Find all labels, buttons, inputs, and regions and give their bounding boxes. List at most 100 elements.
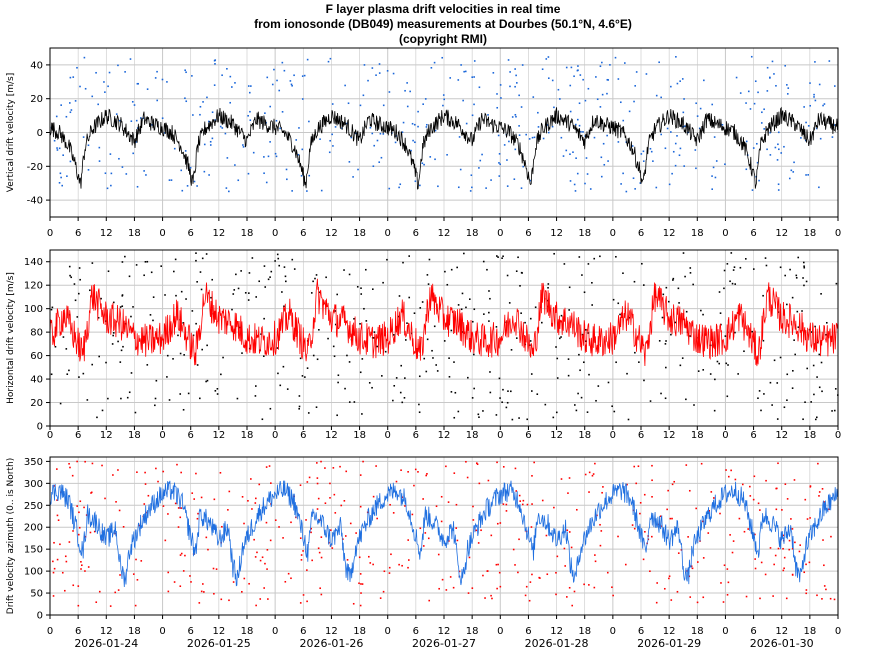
data-point [502, 503, 505, 505]
data-point [229, 101, 232, 104]
data-point [182, 322, 185, 324]
data-point [84, 460, 86, 463]
data-point [677, 552, 680, 554]
data-point [569, 110, 572, 113]
data-point [320, 593, 323, 596]
data-point [133, 104, 136, 106]
data-point [820, 361, 823, 364]
data-point [314, 277, 316, 280]
x-tick-label: 0 [722, 626, 728, 637]
data-point [79, 500, 82, 503]
data-point [221, 127, 224, 129]
data-point [59, 402, 62, 405]
data-point [718, 291, 721, 293]
data-point [129, 58, 132, 60]
data-point [680, 549, 683, 551]
data-point [119, 574, 121, 576]
data-point [473, 76, 475, 78]
data-point [119, 306, 122, 308]
data-point [179, 554, 182, 556]
data-point [591, 304, 593, 306]
y-tick-label: 200 [24, 523, 43, 534]
data-point [786, 303, 788, 306]
data-point [361, 583, 364, 585]
data-point [520, 187, 523, 189]
data-point [607, 79, 610, 81]
data-point [665, 286, 668, 289]
data-point [424, 532, 427, 534]
data-point [264, 112, 266, 114]
data-point [104, 172, 107, 175]
data-point [325, 276, 327, 279]
data-point [247, 85, 250, 87]
data-point [689, 335, 692, 337]
data-point [329, 482, 331, 485]
data-point [248, 582, 250, 585]
data-point [809, 82, 811, 84]
data-point [805, 589, 808, 591]
data-point [422, 498, 424, 500]
data-point [371, 386, 373, 389]
data-point [228, 490, 231, 493]
data-point [541, 68, 544, 71]
data-point [488, 311, 490, 314]
data-point [593, 136, 596, 139]
data-point [222, 356, 224, 359]
data-point [814, 99, 817, 102]
y-axis-label: Horizontal drift velocity [m/s] [6, 272, 16, 404]
data-point [802, 277, 804, 279]
data-point [419, 527, 422, 530]
data-point [414, 141, 416, 144]
data-point [642, 558, 645, 561]
data-point [495, 326, 498, 328]
data-point [98, 146, 101, 149]
data-point [440, 495, 443, 498]
data-point [479, 159, 482, 162]
data-point [809, 517, 811, 519]
data-point [428, 599, 431, 602]
data-point [488, 290, 490, 292]
data-point [754, 533, 756, 536]
data-point [107, 85, 109, 88]
data-point [487, 114, 489, 116]
data-point [784, 483, 787, 486]
data-point [584, 99, 587, 102]
data-point [268, 465, 271, 467]
data-point [702, 369, 705, 371]
data-point [426, 338, 429, 341]
data-point [76, 66, 78, 69]
data-point [388, 572, 391, 574]
data-point [344, 535, 347, 537]
data-point [734, 283, 737, 285]
data-point [191, 310, 194, 312]
data-point [473, 353, 475, 356]
x-tick-label: 18 [128, 430, 141, 441]
data-point [423, 357, 426, 360]
data-point [591, 281, 593, 284]
data-point [369, 126, 372, 129]
data-point [829, 597, 832, 600]
data-point [818, 495, 820, 497]
data-point [344, 84, 346, 87]
data-point [752, 498, 755, 501]
x-tick-label: 6 [188, 626, 194, 637]
data-point [495, 414, 498, 416]
data-point [259, 559, 262, 562]
data-point [100, 297, 102, 300]
data-point [427, 537, 430, 540]
data-point [317, 547, 320, 550]
data-point [526, 418, 529, 421]
data-point [208, 174, 210, 176]
data-point [738, 517, 741, 520]
data-point [278, 89, 281, 92]
data-point [634, 188, 636, 190]
data-point [611, 586, 613, 589]
data-point [803, 266, 806, 269]
data-point [226, 67, 228, 70]
data-point [575, 409, 578, 412]
data-point [649, 570, 651, 573]
data-point [833, 409, 836, 412]
data-point [558, 337, 561, 340]
data-point [411, 513, 414, 516]
data-point [78, 376, 80, 378]
